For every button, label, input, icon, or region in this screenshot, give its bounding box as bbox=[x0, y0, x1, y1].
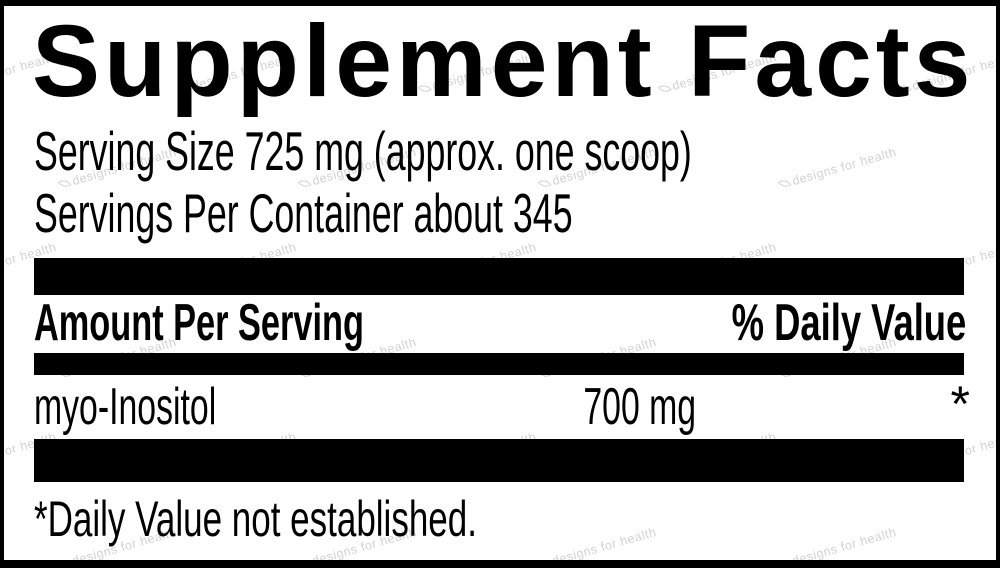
daily-value-header: % Daily Value bbox=[546, 292, 966, 354]
nutrient-row-name: myo-Inositol bbox=[34, 376, 314, 438]
leaf-swoosh-icon bbox=[537, 0, 552, 1]
serving-size-text: Serving Size 725 mg (approx. one scoop) bbox=[34, 120, 692, 182]
nutrient-row-amount: 700 mg bbox=[460, 376, 820, 438]
leaf-swoosh-icon bbox=[777, 556, 792, 568]
thick-divider-bar-bottom bbox=[34, 439, 964, 482]
amount-per-serving-header: Amount Per Serving bbox=[34, 292, 534, 354]
watermark-tile: designs for health bbox=[537, 0, 658, 2]
nutrient-name-text: myo-Inositol bbox=[34, 378, 217, 436]
serving-size-line: Serving Size 725 mg (approx. one scoop) bbox=[34, 118, 1000, 184]
leaf-swoosh-icon bbox=[297, 556, 312, 568]
leaf-swoosh-icon bbox=[57, 0, 72, 1]
leaf-swoosh-icon bbox=[57, 556, 72, 568]
label-title: Supplement Facts bbox=[32, 4, 975, 118]
watermark-text: designs for health bbox=[790, 525, 898, 568]
watermark-tile: designs for health bbox=[777, 525, 898, 568]
leaf-swoosh-icon bbox=[297, 0, 312, 1]
daily-value-footnote: *Daily Value not established. bbox=[34, 489, 667, 549]
nutrient-amount-text: 700 mg bbox=[583, 378, 697, 436]
divider-bar-under-header bbox=[34, 353, 964, 375]
leaf-swoosh-icon bbox=[537, 556, 552, 568]
nutrient-row-daily-value: * bbox=[950, 376, 970, 432]
watermark-tile: designs for health bbox=[297, 0, 418, 2]
thick-divider-bar-top bbox=[34, 258, 964, 295]
watermark-tile: designs for health bbox=[57, 0, 178, 2]
daily-value-text: % Daily Value bbox=[731, 294, 966, 352]
footnote-text: *Daily Value not established. bbox=[34, 491, 477, 547]
watermark-tile: designs for health bbox=[777, 0, 898, 2]
leaf-swoosh-icon bbox=[777, 0, 792, 1]
servings-per-container-line: Servings Per Container about 345 bbox=[34, 180, 863, 246]
servings-per-container-text: Servings Per Container about 345 bbox=[34, 182, 573, 244]
amount-per-serving-text: Amount Per Serving bbox=[34, 294, 364, 352]
